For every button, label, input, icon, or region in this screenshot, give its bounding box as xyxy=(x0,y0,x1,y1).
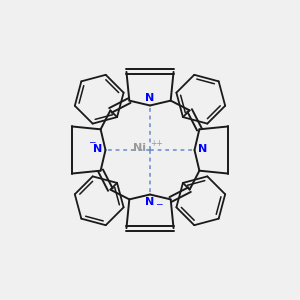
Text: N: N xyxy=(198,144,207,154)
Text: −: − xyxy=(88,137,95,146)
Text: N: N xyxy=(93,144,102,154)
Text: N: N xyxy=(146,93,154,103)
Text: Ni: Ni xyxy=(133,143,146,153)
Text: N: N xyxy=(146,197,154,207)
Text: ++: ++ xyxy=(151,139,163,148)
Text: −: − xyxy=(155,199,163,208)
